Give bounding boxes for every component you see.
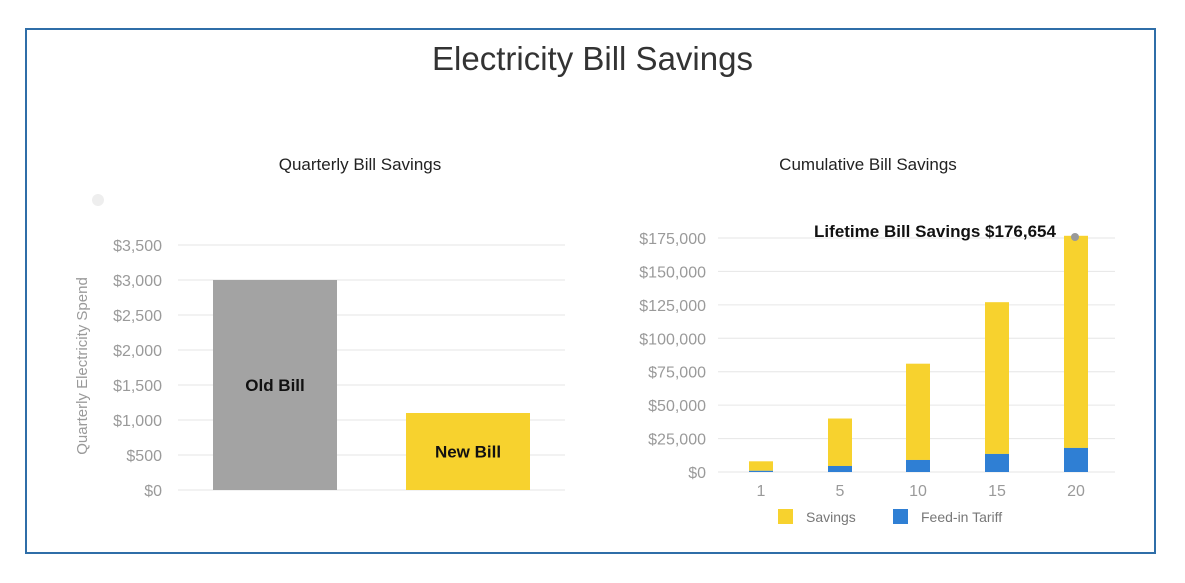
y-tick-label: $0: [688, 465, 706, 482]
y-tick-label: $500: [126, 448, 162, 465]
savings-bar: [828, 418, 852, 466]
y-tick-label: $75,000: [648, 365, 706, 382]
savings-bar: [985, 302, 1009, 454]
x-tick-label: 5: [836, 483, 845, 500]
legend-label: Feed-in Tariff: [921, 509, 1002, 525]
savings-bar: [906, 363, 930, 460]
quarterly-chart-title: Quarterly Bill Savings: [279, 155, 442, 174]
feed-in-bar: [1064, 447, 1088, 472]
y-tick-label: $50,000: [648, 398, 706, 415]
legend-label: Savings: [806, 509, 856, 525]
feed-in-bar: [906, 459, 930, 472]
y-tick-label: $3,000: [113, 273, 162, 290]
cumulative-chart-title: Cumulative Bill Savings: [779, 155, 957, 174]
y-tick-label: $2,500: [113, 308, 162, 325]
x-tick-label: 10: [909, 483, 927, 500]
y-tick-label: $0: [144, 483, 162, 500]
y-tick-label: $125,000: [639, 298, 706, 315]
savings-bar: [1064, 235, 1088, 448]
feed-in-bar: [828, 465, 852, 472]
x-tick-label: 15: [988, 483, 1006, 500]
y-tick-label: $2,000: [113, 343, 162, 360]
y-tick-label: $3,500: [113, 238, 162, 255]
y-tick-label: $1,000: [113, 413, 162, 430]
x-tick-label: 1: [757, 483, 766, 500]
cumulative-legend: Savings Feed-in Tariff: [778, 509, 1002, 525]
cumulative-chart: Cumulative Bill Savings $0 $25,000 $50,000…: [639, 155, 1115, 525]
lifetime-savings-annotation: Lifetime Bill Savings $176,654: [814, 222, 1056, 241]
bar-data-label: New Bill: [435, 443, 501, 462]
annotation-point: [1071, 233, 1079, 241]
legend-swatch: [893, 509, 908, 524]
y-tick-label: $150,000: [639, 264, 706, 281]
feed-in-bar: [749, 470, 773, 472]
feed-in-bar: [985, 453, 1009, 472]
savings-bar: [749, 461, 773, 471]
y-tick-label: $175,000: [639, 231, 706, 248]
bar: [213, 280, 337, 490]
bar: [406, 413, 530, 490]
x-tick-label: 20: [1067, 483, 1085, 500]
bar-data-label: Old Bill: [245, 376, 305, 395]
y-tick-label: $25,000: [648, 432, 706, 449]
legend-swatch: [778, 509, 793, 524]
page-title: Electricity Bill Savings: [432, 40, 753, 77]
quarterly-y-axis-label: Quarterly Electricity Spend: [74, 277, 91, 455]
y-tick-label: $1,500: [113, 378, 162, 395]
y-tick-label: $100,000: [639, 331, 706, 348]
quarterly-chart: Quarterly Bill Savings $0 $500 $1,000 $1,50…: [74, 155, 565, 500]
chart-dot-marker: [92, 194, 104, 206]
